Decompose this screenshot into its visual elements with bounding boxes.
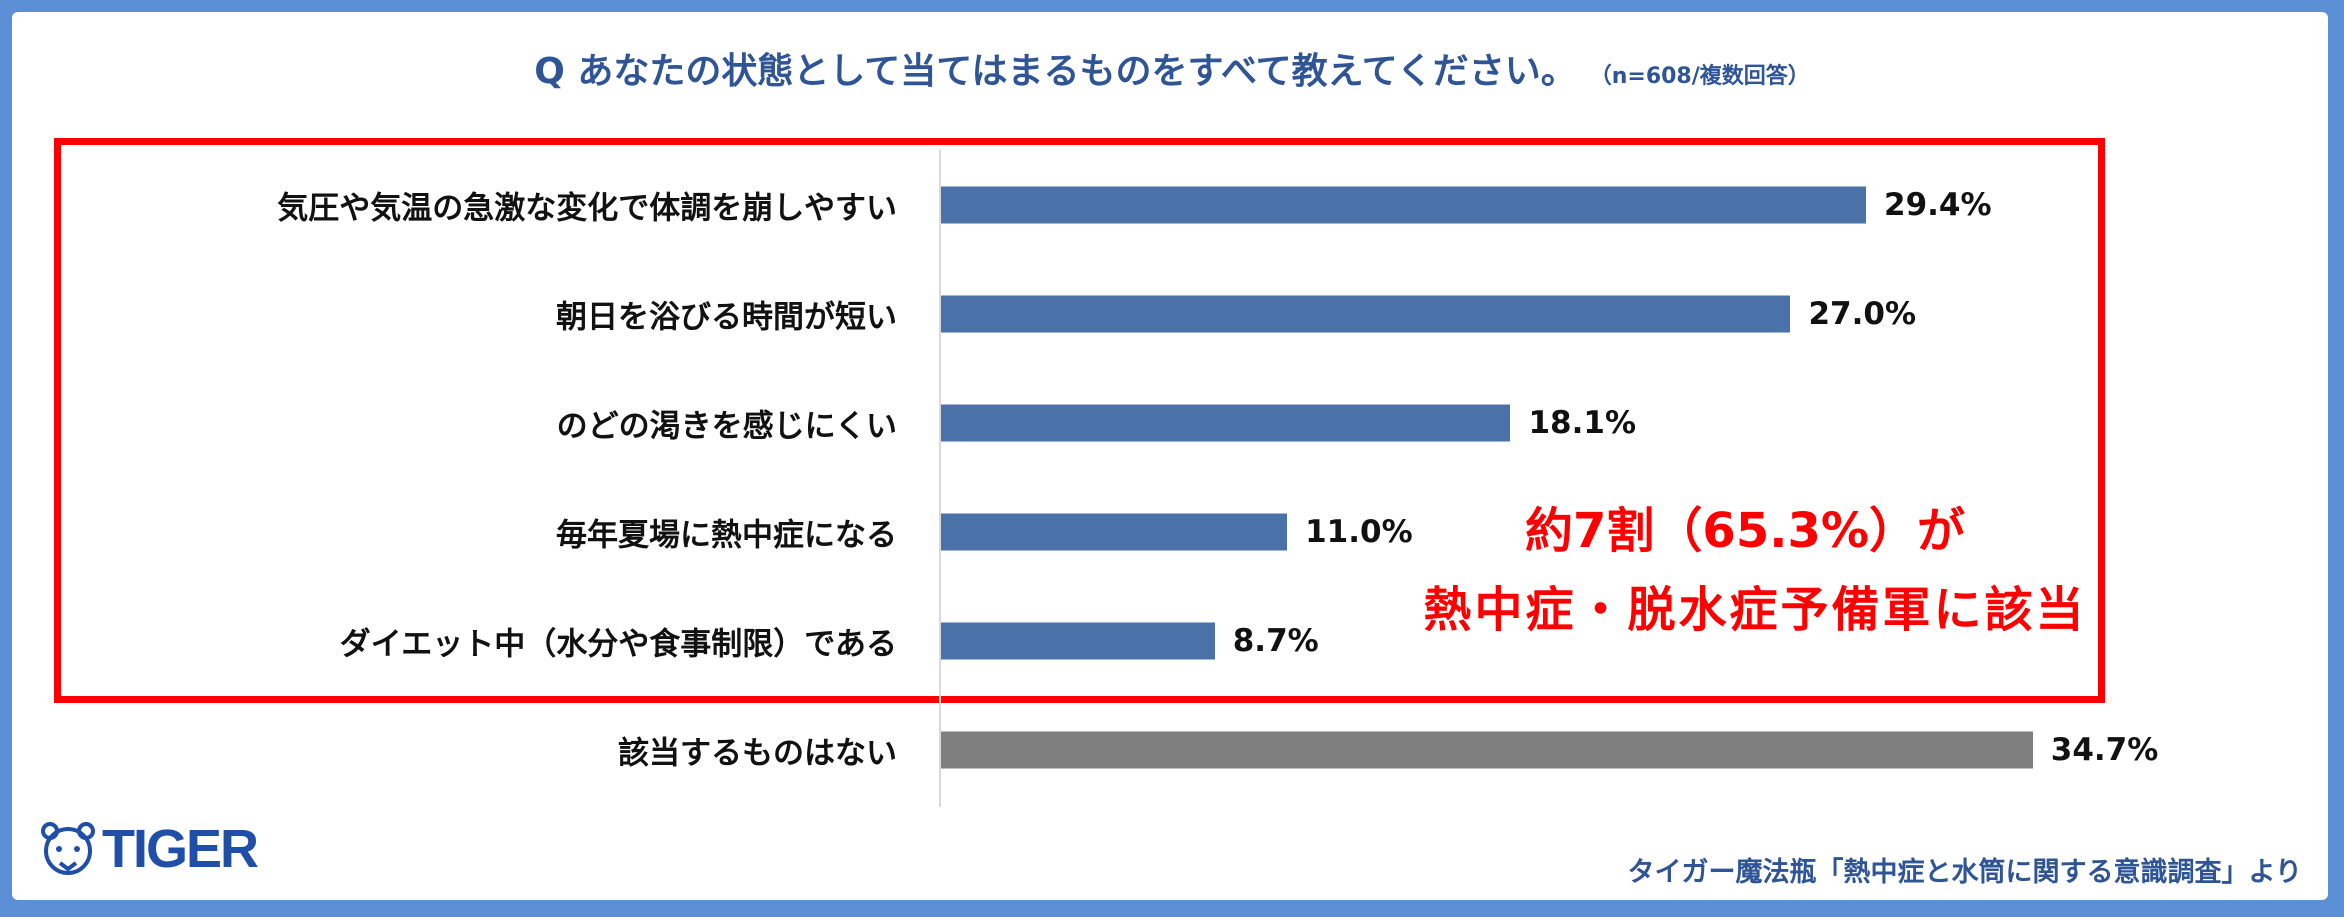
data-label: 8.7% <box>1232 623 1319 659</box>
bar <box>941 622 1215 660</box>
highlight-box <box>54 138 2105 703</box>
data-label: 18.1% <box>1528 405 1637 441</box>
bar <box>941 513 1288 551</box>
category-label: 気圧や気温の急激な変化で体調を崩しやすい <box>277 190 897 227</box>
annotation-line2: 熱中症・脱水症予備軍に該当 <box>1423 582 2087 638</box>
annotation-line1: 約7割（65.3%）が <box>1525 503 1965 559</box>
bar <box>941 404 1511 442</box>
category-label: のどの渇きを感じにくい <box>556 408 897 445</box>
category-label: 該当するものはない <box>618 735 897 772</box>
question-text: Q あなたの状態として当てはまるものをすべて教えてください。 <box>534 51 1577 92</box>
sample-note: （n=608/複数回答） <box>1600 64 1810 89</box>
category-axis <box>939 150 941 807</box>
data-label: 34.7% <box>2050 732 2159 768</box>
category-label: 朝日を浴びる時間が短い <box>556 299 897 336</box>
data-label: 29.4% <box>1884 187 1992 223</box>
category-label: 毎年夏場に熱中症になる <box>556 517 897 554</box>
bar <box>941 186 1866 224</box>
bar <box>941 731 2033 769</box>
data-label: 11.0% <box>1305 514 1413 550</box>
category-label: ダイエット中（水分や食事制限）である <box>339 626 897 663</box>
bar <box>941 295 1791 333</box>
source-note: タイガー魔法瓶「熱中症と水筒に関する意識調査」より <box>1627 857 2302 888</box>
chart-title: Q あなたの状態として当てはまるものをすべて教えてください。 （n=608/複数回… <box>0 42 2344 94</box>
logo-wordmark: TIGER <box>102 819 259 879</box>
data-label: 27.0% <box>1808 296 1917 332</box>
tiger-face-icon <box>41 822 95 875</box>
tiger-logo: TIGER <box>40 818 259 880</box>
